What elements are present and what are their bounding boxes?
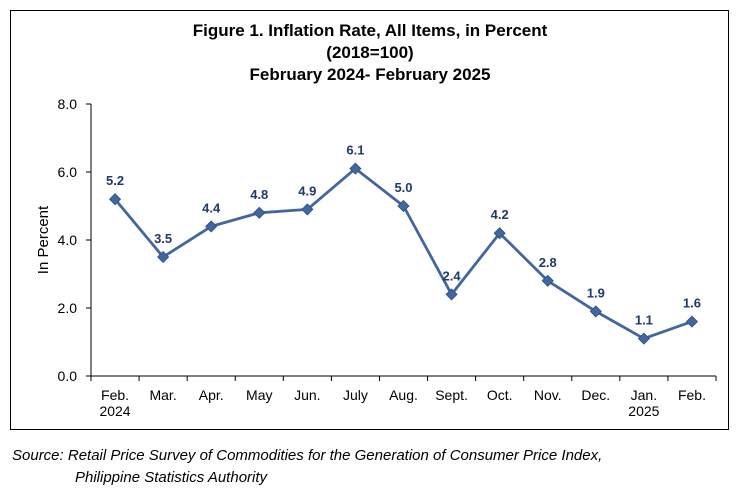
source-note-line-1: Source: Retail Price Survey of Commoditi… (12, 447, 603, 464)
y-tick-labels: 0.0 2.0 4.0 6.0 8.0 (58, 96, 78, 384)
data-point-marker (205, 220, 218, 233)
data-label: 1.1 (635, 313, 653, 328)
x-tick-label: Aug. (389, 387, 418, 403)
y-tick-label: 2.0 (58, 300, 78, 316)
x-tick-label: Mar. (149, 387, 176, 403)
data-point-marker (445, 288, 458, 301)
data-point-marker (589, 305, 602, 318)
data-label: 6.1 (346, 143, 364, 158)
x-tick-label: Feb. (101, 387, 129, 403)
data-point-marker (541, 274, 554, 287)
data-label: 4.9 (298, 183, 316, 198)
y-tick-label: 8.0 (58, 96, 78, 112)
data-label: 4.4 (202, 200, 221, 215)
chart-title-line-2: (2018=100) (326, 43, 414, 62)
data-markers (108, 162, 699, 345)
x-tick-label: 2024 (99, 403, 130, 419)
data-label: 1.6 (683, 296, 701, 311)
y-axis-label: In Percent (35, 205, 52, 274)
data-point-marker (397, 199, 410, 213)
data-label: 2.4 (443, 268, 462, 283)
x-tick-label: Oct. (487, 387, 513, 403)
y-tick-label: 4.0 (58, 232, 78, 248)
data-label: 5.0 (394, 180, 412, 195)
x-tick-label: Dec. (581, 387, 610, 403)
data-label: 4.8 (250, 187, 268, 202)
chart-frame (10, 10, 729, 430)
data-label: 5.2 (106, 173, 124, 188)
x-tick-label: Sept. (435, 387, 468, 403)
data-point-marker (349, 162, 362, 175)
data-label: 3.5 (154, 231, 172, 246)
x-tick-label: July (343, 387, 368, 403)
data-point-marker (637, 332, 650, 345)
data-label: 4.2 (491, 207, 509, 222)
x-tick-label: Apr. (199, 387, 224, 403)
x-tick-label: Nov. (534, 387, 562, 403)
x-tick-label: 2025 (628, 403, 659, 419)
chart-title-line-1: Figure 1. Inflation Rate, All Items, in … (192, 21, 548, 40)
x-tick-label: Feb. (678, 387, 706, 403)
y-tick-label: 0.0 (58, 368, 78, 384)
x-tick-label: May (246, 387, 272, 403)
data-point-marker (685, 315, 699, 328)
chart-title-line-3: February 2024- February 2025 (249, 65, 491, 84)
data-point-marker (108, 193, 122, 206)
data-point-marker (157, 250, 170, 264)
x-tick-label: Jan. (631, 387, 657, 403)
y-tick-label: 6.0 (58, 164, 78, 180)
data-labels: 5.2 3.5 4.4 4.8 4.9 6.1 5.0 2.4 4.2 2.8 1.9 1.1 1.6 (106, 143, 701, 328)
data-point-marker (253, 206, 266, 219)
data-label: 2.8 (539, 255, 557, 270)
x-tick-label: Jun. (294, 387, 320, 403)
data-point-marker (493, 227, 506, 240)
data-label: 1.9 (587, 285, 605, 300)
data-point-marker (301, 203, 314, 216)
source-note-line-2: Philippine Statistics Authority (75, 469, 268, 486)
axes (86, 103, 717, 381)
